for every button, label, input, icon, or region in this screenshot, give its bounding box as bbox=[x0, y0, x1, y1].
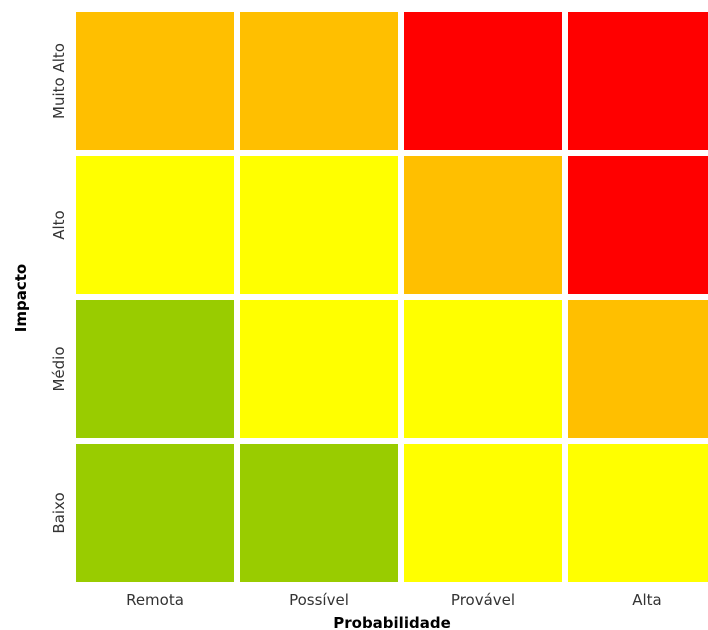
heatmap-cell bbox=[240, 300, 398, 438]
heatmap-cell bbox=[568, 444, 708, 582]
y-tick-label: Médio bbox=[50, 346, 68, 391]
heatmap-cell bbox=[404, 156, 562, 294]
heatmap-cell bbox=[76, 444, 234, 582]
heatmap-cells bbox=[76, 12, 708, 582]
heatmap-cell bbox=[240, 444, 398, 582]
heatmap-cell bbox=[76, 300, 234, 438]
y-axis-title: Impacto bbox=[12, 264, 30, 332]
heatmap-cell bbox=[240, 12, 398, 150]
y-tick-label: Muito Alto bbox=[50, 43, 68, 119]
heatmap-cell bbox=[240, 156, 398, 294]
x-axis-title: Probabilidade bbox=[333, 614, 451, 630]
x-tick-label: Provável bbox=[451, 591, 515, 609]
heatmap-cell bbox=[76, 12, 234, 150]
y-axis-ticks: Baixo Médio Alto Muito Alto bbox=[50, 43, 68, 534]
x-tick-label: Alta bbox=[632, 591, 662, 609]
heatmap-cell bbox=[568, 156, 708, 294]
x-axis-ticks: Remota Possível Provável Alta bbox=[126, 591, 662, 609]
heatmap-cell bbox=[76, 156, 234, 294]
y-tick-label: Alto bbox=[50, 210, 68, 240]
heatmap-cell bbox=[404, 300, 562, 438]
x-tick-label: Remota bbox=[126, 591, 184, 609]
heatmap-cell bbox=[568, 300, 708, 438]
heatmap-cell bbox=[404, 12, 562, 150]
y-tick-label: Baixo bbox=[50, 492, 68, 533]
heatmap-cell bbox=[568, 12, 708, 150]
heatmap-cell bbox=[404, 444, 562, 582]
x-tick-label: Possível bbox=[289, 591, 349, 609]
